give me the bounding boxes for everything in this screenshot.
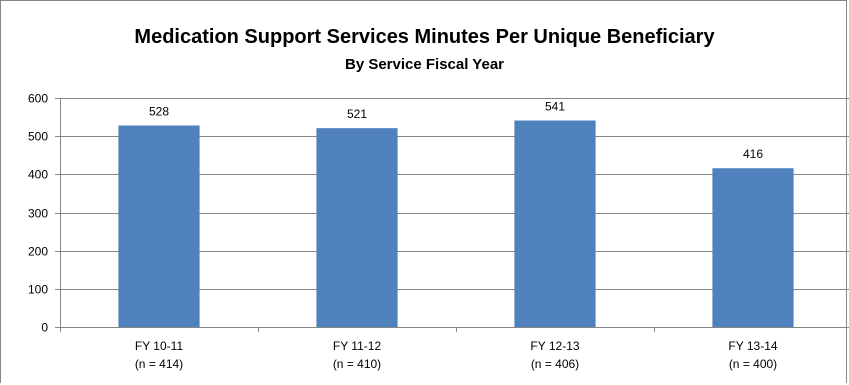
chart-title: Medication Support Services Minutes Per …	[134, 26, 715, 48]
x-tick-sublabel: (n = 414)	[135, 357, 183, 371]
y-tick-label: 100	[28, 283, 48, 297]
bar	[712, 168, 794, 327]
x-tick-sublabel: (n = 406)	[531, 357, 579, 371]
y-tick-label: 0	[41, 321, 48, 335]
data-label: 521	[347, 107, 367, 121]
data-label: 416	[743, 147, 763, 161]
bar	[316, 128, 398, 327]
y-tick-label: 200	[28, 245, 48, 259]
data-label: 528	[149, 104, 169, 118]
data-label: 541	[545, 100, 565, 114]
x-tick-label: FY 11-12	[333, 339, 382, 353]
y-tick-label: 400	[28, 168, 48, 182]
x-tick-sublabel: (n = 410)	[333, 357, 381, 371]
bar	[514, 120, 596, 327]
y-tick-label: 300	[28, 207, 48, 221]
bar	[118, 125, 200, 327]
x-tick-label: FY 10-11	[135, 339, 184, 353]
chart-subtitle: By Service Fiscal Year	[344, 56, 504, 73]
y-tick-label: 500	[28, 130, 48, 144]
x-tick-label: FY 13-14	[728, 339, 777, 353]
y-tick-label: 600	[28, 92, 48, 106]
x-tick-sublabel: (n = 400)	[729, 357, 777, 371]
x-tick-label: FY 12-13	[530, 339, 579, 353]
